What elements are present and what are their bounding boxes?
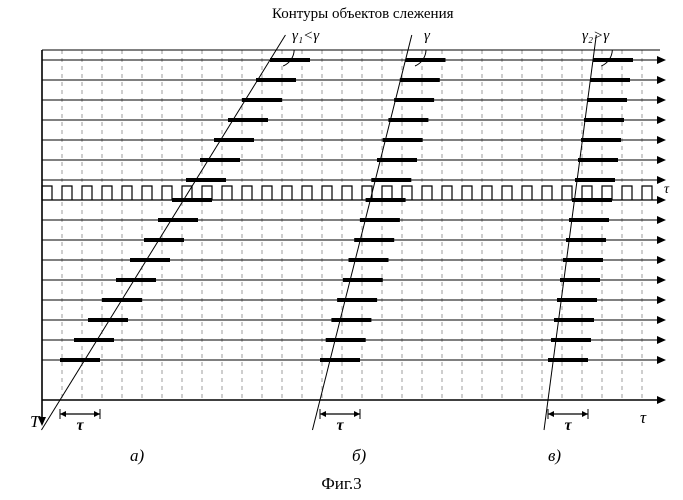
diagram-canvas: τττ <box>0 0 683 500</box>
svg-text:τ: τ <box>76 417 84 434</box>
svg-text:τ: τ <box>564 417 572 434</box>
svg-text:τ: τ <box>336 417 344 434</box>
